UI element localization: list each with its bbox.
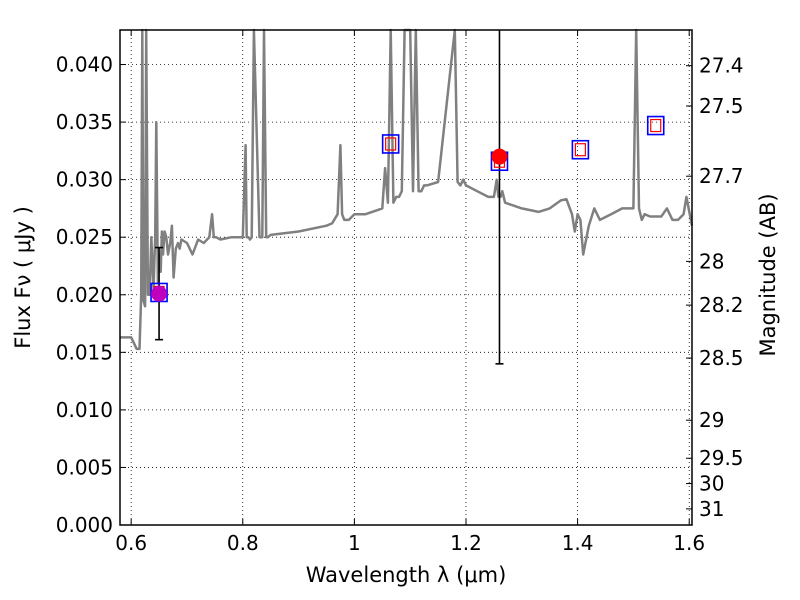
synthetic-flux-box [571, 139, 590, 160]
errorbar-layer [155, 30, 504, 365]
y2-tick-label: 28.2 [699, 293, 744, 317]
synthetic-flux-inner-box [385, 137, 397, 151]
synthetic-flux-box [646, 115, 665, 136]
synthetic-flux-box [381, 134, 400, 154]
axis-ticks [120, 30, 692, 526]
synthetic-photometry-layer [150, 115, 665, 303]
x-axis-title: Wavelength λ (μm) [306, 563, 507, 587]
model-spectrum-line [120, 28, 694, 351]
x-tick-label: 0.8 [227, 531, 259, 555]
observed-points-layer [151, 148, 508, 302]
y-tick-label: 0.025 [56, 225, 113, 249]
observed-flux-point [491, 148, 508, 165]
y-tick-label: 0.000 [56, 513, 113, 537]
y2-tick-label: 28 [699, 249, 724, 273]
model-spectrum-layer [120, 28, 694, 351]
x-tick-label: 0.6 [115, 531, 147, 555]
x-tick-label: 1 [348, 531, 361, 555]
y2-tick-label: 28.5 [699, 346, 744, 370]
y2-tick-label: 29 [699, 408, 724, 432]
y2-tick-label: 30 [699, 472, 724, 496]
y2-tick-label: 27.5 [699, 94, 744, 118]
y2-tick-label: 31 [699, 497, 724, 521]
synthetic-flux-inner-box [574, 143, 586, 157]
grid-lines [120, 30, 692, 526]
y-tick-label: 0.030 [56, 168, 113, 192]
y-tick-label: 0.015 [56, 340, 113, 364]
y-axis-title: Flux Fν ( μJy ) [11, 206, 35, 349]
x-tick-label: 1.6 [673, 531, 705, 555]
x-tick-label: 1.2 [450, 531, 482, 555]
plot-frame [119, 29, 693, 526]
synthetic-flux-inner-box [650, 118, 662, 133]
y-tick-label: 0.040 [56, 53, 113, 77]
y2-tick-label: 29.5 [699, 446, 744, 470]
observed-flux-point [151, 285, 168, 302]
y-tick-label: 0.020 [56, 283, 113, 307]
y2-tick-label: 27.7 [699, 164, 744, 188]
y-tick-label: 0.035 [56, 110, 113, 134]
x-tick-label: 1.4 [562, 531, 594, 555]
y2-axis-title: Magnitude (AB) [756, 193, 780, 356]
y2-tick-label: 27.4 [699, 54, 744, 78]
tick-labels: 0.6 0.8 1 1.2 1.4 1.6 0.000 0.005 0.010 0.015 0.02… [56, 53, 744, 555]
y-tick-label: 0.010 [56, 398, 113, 422]
y-tick-label: 0.005 [56, 455, 113, 479]
